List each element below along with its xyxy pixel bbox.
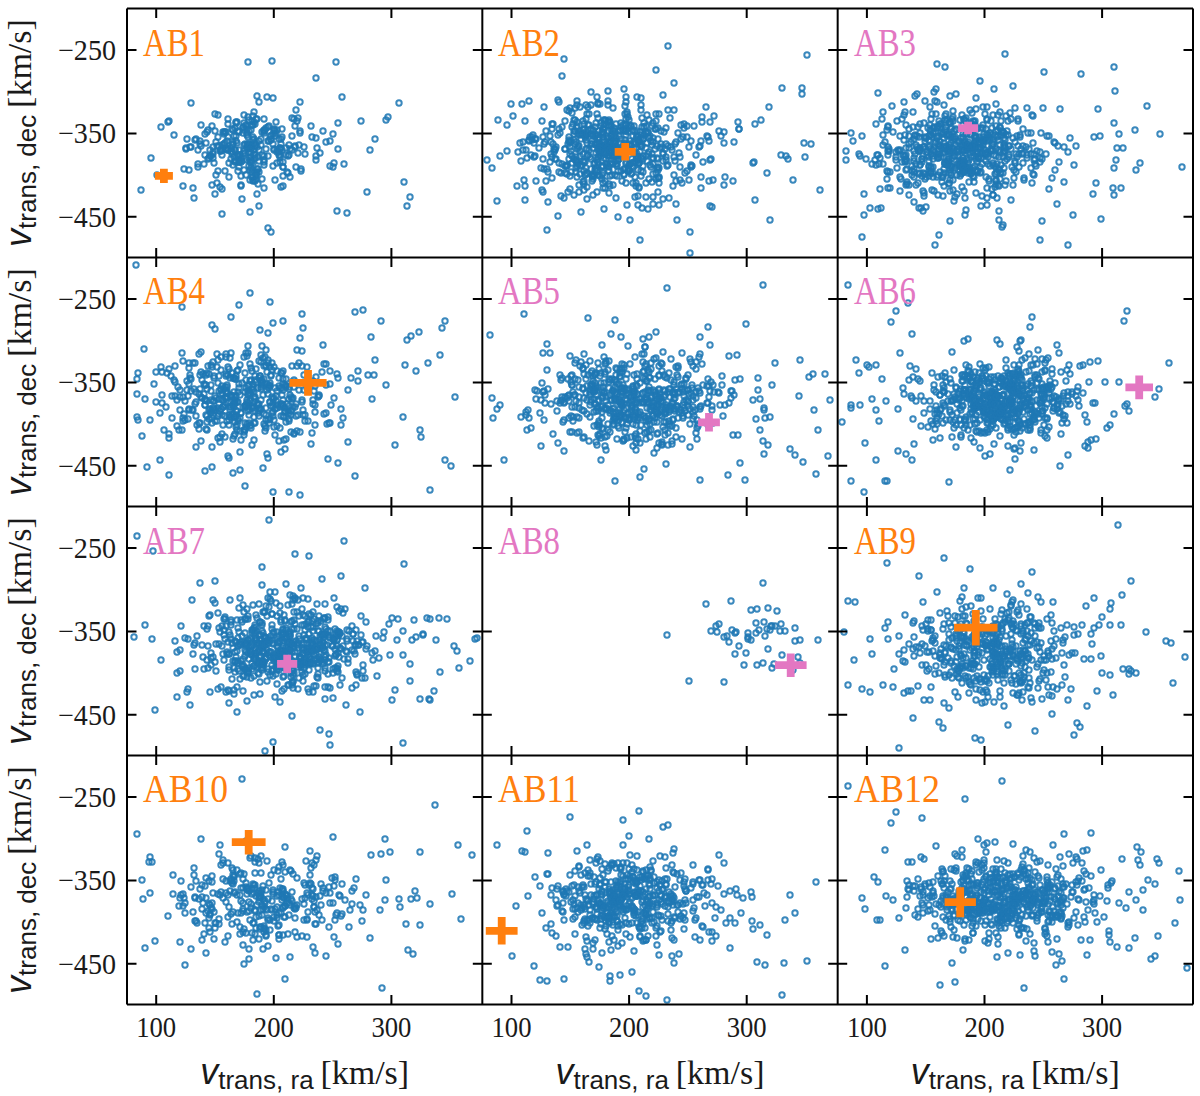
svg-text:−450: −450 — [58, 699, 116, 731]
svg-text:−450: −450 — [58, 201, 116, 233]
svg-text:−350: −350 — [58, 366, 116, 398]
svg-text:AB1: AB1 — [143, 21, 205, 64]
svg-text:−250: −250 — [58, 283, 116, 315]
svg-text:AB5: AB5 — [498, 269, 560, 312]
svg-text:−250: −250 — [58, 781, 116, 813]
svg-text:AB9: AB9 — [854, 519, 916, 562]
svg-text:AB8: AB8 — [498, 519, 560, 562]
svg-text:AB10: AB10 — [143, 767, 228, 810]
svg-text:AB3: AB3 — [854, 21, 916, 64]
svg-text:300: 300 — [1082, 1011, 1122, 1043]
svg-text:100: 100 — [136, 1011, 176, 1043]
svg-text:−250: −250 — [58, 532, 116, 564]
svg-text:AB7: AB7 — [143, 519, 205, 562]
svg-text:AB11: AB11 — [498, 767, 580, 810]
svg-text:−350: −350 — [58, 615, 116, 647]
svg-text:100: 100 — [492, 1011, 532, 1043]
svg-text:AB6: AB6 — [854, 269, 916, 312]
svg-text:−250: −250 — [58, 34, 116, 66]
svg-text:100: 100 — [847, 1011, 887, 1043]
svg-text:−450: −450 — [58, 948, 116, 980]
svg-text:300: 300 — [371, 1011, 411, 1043]
svg-text:AB2: AB2 — [498, 21, 560, 64]
svg-text:−450: −450 — [58, 450, 116, 482]
svg-text:AB12: AB12 — [854, 767, 940, 810]
svg-text:−350: −350 — [58, 117, 116, 149]
svg-text:AB4: AB4 — [143, 269, 205, 312]
svg-text:−350: −350 — [58, 864, 116, 896]
svg-text:200: 200 — [254, 1011, 294, 1043]
svg-text:200: 200 — [965, 1011, 1005, 1043]
svg-text:300: 300 — [727, 1011, 767, 1043]
svg-text:200: 200 — [609, 1011, 649, 1043]
